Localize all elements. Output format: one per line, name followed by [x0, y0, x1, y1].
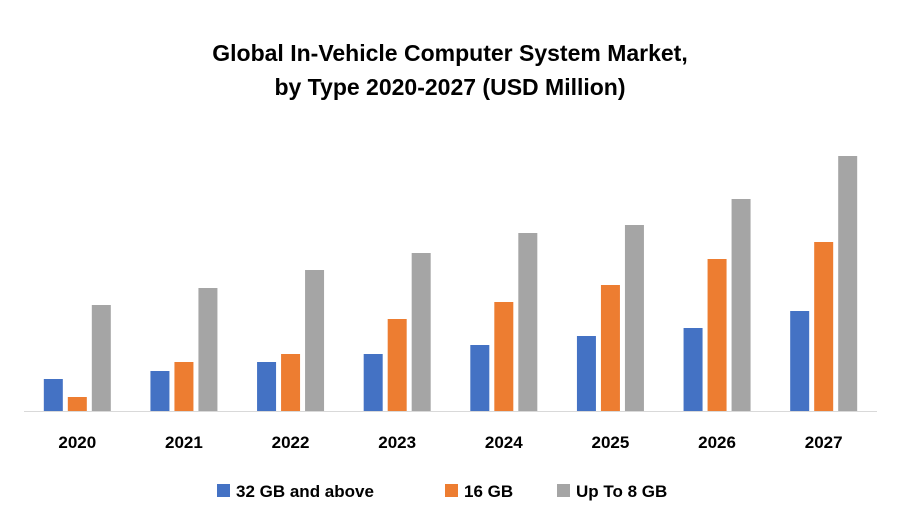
bar-2024-series-2: [518, 233, 538, 411]
bar-2025-series-1: [600, 285, 620, 411]
legend-label-1: 16 GB: [464, 482, 513, 501]
legend-swatch-1: [445, 484, 458, 497]
bar-2020-series-0: [43, 379, 63, 411]
bar-2024-series-1: [494, 302, 514, 411]
chart-title-line2: by Type 2020-2027 (USD Million): [274, 74, 626, 100]
legend-label-0: 32 GB and above: [236, 482, 374, 501]
bar-2027-series-2: [838, 156, 858, 411]
bar-2021-series-0: [150, 371, 170, 411]
x-tick-label: 2021: [165, 433, 203, 452]
bar-2022-series-2: [305, 270, 325, 411]
x-tick-label: 2024: [485, 433, 523, 452]
bar-2023-series-2: [411, 253, 431, 411]
x-tick-label: 2026: [698, 433, 736, 452]
bar-2026-series-0: [683, 328, 703, 411]
bar-2026-series-1: [707, 259, 727, 411]
bar-2023-series-1: [387, 319, 407, 411]
bar-2025-series-2: [624, 225, 644, 411]
x-tick-label: 2022: [272, 433, 310, 452]
bar-2020-series-1: [67, 397, 87, 411]
bar-2022-series-1: [281, 354, 301, 411]
bar-2021-series-2: [198, 288, 218, 411]
bar-2021-series-1: [174, 362, 194, 411]
x-tick-label: 2023: [378, 433, 416, 452]
bar-2024-series-0: [470, 345, 490, 411]
legend-label-2: Up To 8 GB: [576, 482, 667, 501]
bar-2025-series-0: [576, 336, 596, 411]
bar-2023-series-0: [363, 354, 383, 411]
bar-2027-series-1: [814, 242, 834, 411]
bar-2026-series-2: [731, 199, 751, 411]
bar-2022-series-0: [257, 362, 277, 411]
legend-swatch-2: [557, 484, 570, 497]
x-tick-label: 2027: [805, 433, 843, 452]
x-tick-label: 2025: [592, 433, 630, 452]
x-tick-label: 2020: [58, 433, 96, 452]
legend-swatch-0: [217, 484, 230, 497]
bar-2027-series-0: [790, 311, 810, 411]
chart-title-line1: Global In-Vehicle Computer System Market…: [212, 40, 688, 66]
bar-2020-series-2: [91, 305, 111, 411]
